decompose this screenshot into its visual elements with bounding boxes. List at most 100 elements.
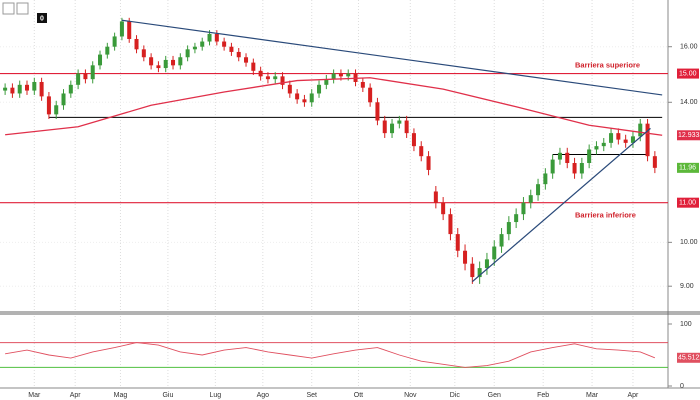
candle-body [368, 87, 373, 103]
x-tick-label: Gen [488, 392, 501, 399]
price-box [677, 68, 699, 79]
candle-body [360, 81, 365, 88]
candle-body [390, 123, 395, 134]
price-box [677, 197, 699, 208]
tool-icon[interactable] [16, 2, 29, 15]
candle-body [149, 57, 154, 66]
candle-body [214, 33, 219, 42]
x-tick-label: Ott [354, 392, 363, 399]
x-tick-label: Apr [70, 392, 82, 399]
candle-body [630, 136, 635, 143]
barrier-label: Barriera inferiore [575, 211, 636, 220]
candle-body [244, 57, 249, 63]
y-tick-label: 16.00 [680, 44, 698, 51]
candle-body [448, 214, 453, 235]
tool-icon[interactable] [2, 2, 15, 15]
candle-body [273, 76, 278, 80]
candle-body [156, 65, 161, 69]
candle-body [185, 49, 190, 58]
candle-body [536, 184, 541, 196]
candle-body [46, 96, 51, 115]
candle-body [171, 59, 176, 66]
candle-body [652, 156, 657, 168]
candle-body [280, 76, 285, 85]
y-tick-label: 10.00 [680, 239, 698, 246]
candle-body [550, 159, 555, 174]
candle-body [25, 84, 30, 91]
x-tick-label: Mar [586, 392, 599, 399]
x-tick-label: Mar [28, 392, 41, 399]
y-tick-label: 14.00 [680, 99, 698, 106]
candle-body [419, 146, 424, 157]
candle-body [39, 81, 44, 97]
candle-body [492, 246, 497, 260]
candle-body [623, 139, 628, 143]
candle-body [514, 214, 519, 223]
candle-body [441, 202, 446, 215]
candle-body [484, 259, 489, 269]
price-box-label: 11.00 [679, 200, 696, 207]
y-tick-label: 0 [680, 383, 684, 390]
candle-body [163, 59, 168, 69]
candle-body [346, 73, 351, 77]
candle-body [411, 133, 416, 147]
candle-body [426, 156, 431, 170]
candle-body [375, 102, 380, 121]
price-box-label: 11.96 [679, 165, 696, 172]
candle-body [54, 105, 59, 115]
candle-body [200, 41, 205, 47]
candle-body [331, 73, 336, 80]
candle-body [141, 49, 146, 58]
candle-body [587, 149, 592, 164]
candle-body [222, 41, 227, 47]
trendline [121, 19, 663, 96]
candle-body [98, 54, 103, 66]
candle-body [112, 36, 117, 47]
x-tick-label: Lug [210, 392, 222, 399]
moving-average [5, 77, 663, 136]
candle-body [309, 93, 314, 103]
price-box-label: 15.00 [679, 70, 697, 77]
candle-body [251, 62, 256, 71]
price-box [677, 162, 699, 173]
x-tick-label: Ago [257, 392, 270, 399]
candle-body [119, 21, 124, 37]
candle-body [207, 33, 212, 42]
x-tick-label: Giu [162, 392, 173, 399]
candle-body [90, 65, 95, 80]
candle-body [572, 163, 577, 174]
candle-body [645, 123, 650, 157]
x-tick-label: Feb [537, 392, 549, 399]
candle-body [594, 146, 599, 150]
candle-body [317, 84, 322, 94]
x-tick-label: Set [306, 392, 317, 399]
candle-body [404, 120, 409, 134]
candle-body [609, 133, 614, 143]
candle-body [302, 99, 307, 103]
candle-body [17, 84, 22, 94]
rsi-line [5, 342, 656, 368]
candle-body [338, 73, 343, 77]
candle-body [477, 268, 482, 278]
candle-body [499, 234, 504, 247]
price-box [677, 352, 700, 363]
candle-body [324, 79, 329, 85]
candle-body [192, 46, 197, 50]
candle-body [127, 21, 132, 39]
y-tick-label: 9.00 [680, 283, 694, 290]
candle-body [265, 76, 270, 80]
candle-body [83, 73, 88, 80]
price-box [677, 130, 700, 141]
candle-body [3, 87, 8, 91]
candle-body [616, 133, 621, 140]
price-box-label: 12.9333 [678, 132, 700, 139]
x-tick-label: Apr [628, 392, 640, 399]
candle-body [543, 173, 548, 185]
candle-body [470, 263, 475, 278]
candle-body [105, 46, 110, 55]
candle-body [287, 84, 292, 94]
candle-body [528, 195, 533, 203]
badge[interactable] [37, 13, 47, 23]
